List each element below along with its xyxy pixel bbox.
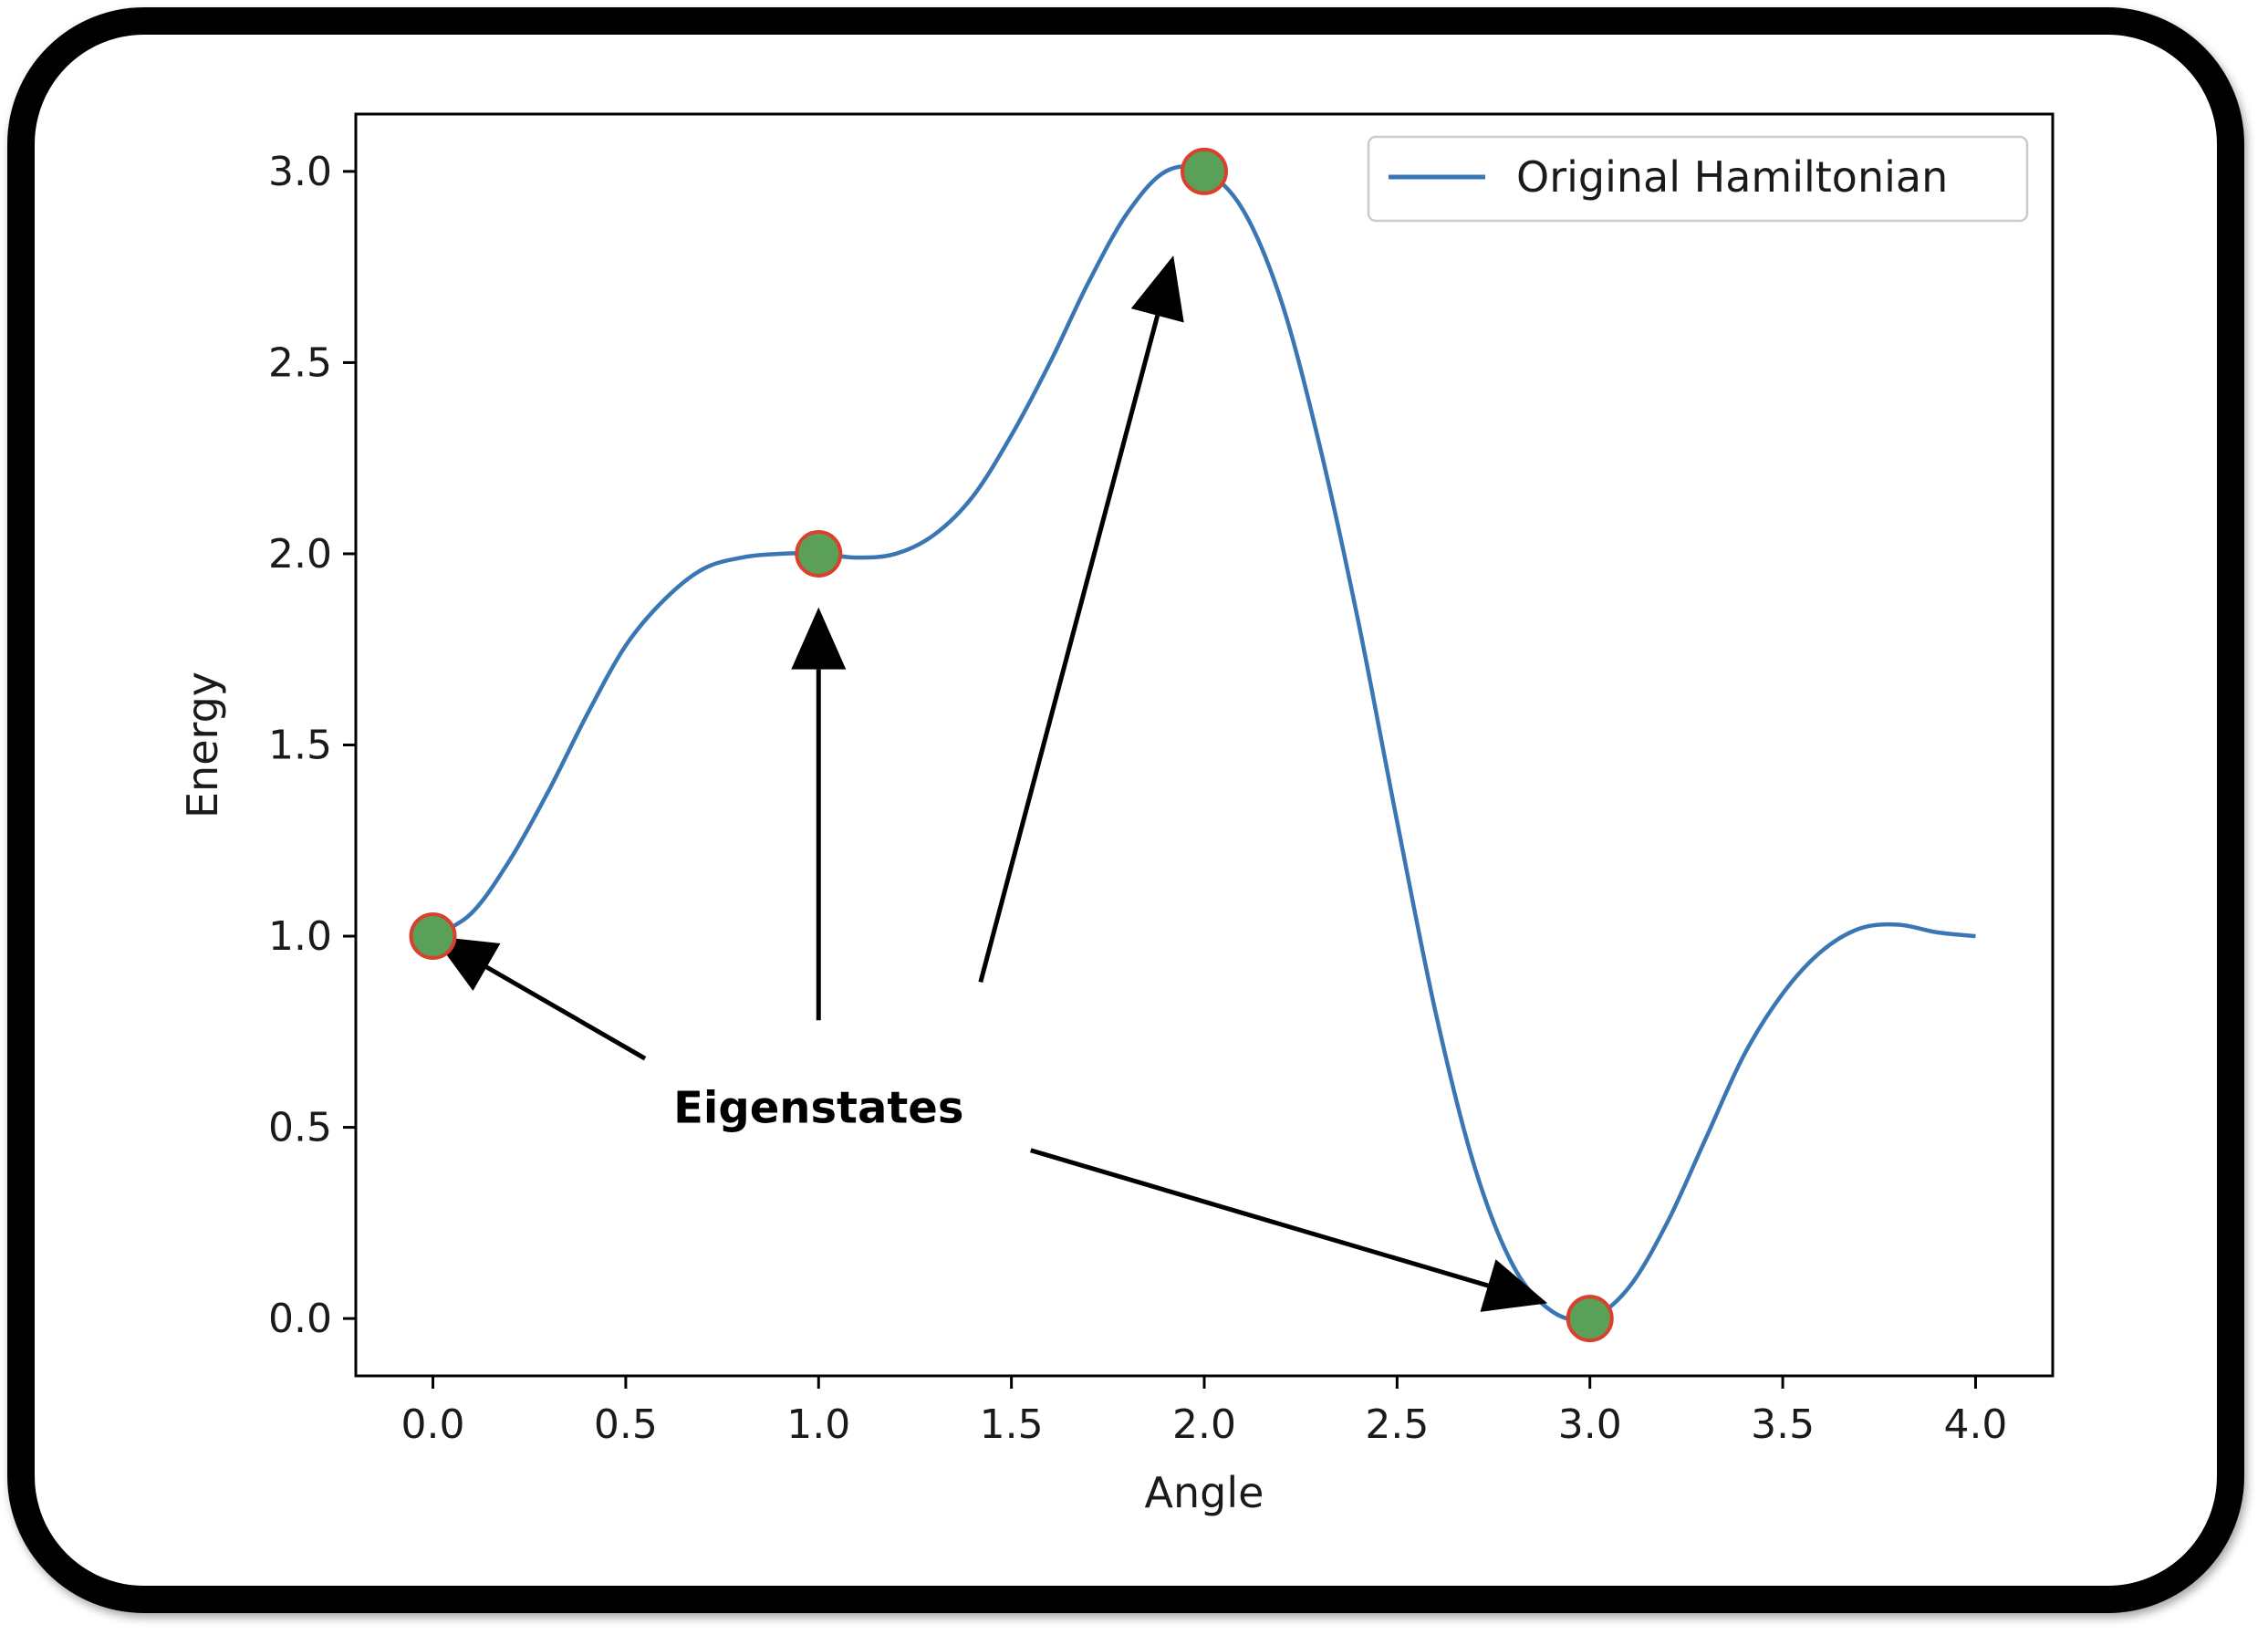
annotation-arrow-1 [432, 936, 647, 1061]
y-tick-label: 1.0 [268, 913, 332, 960]
eigenstate-marker-3 [1181, 147, 1228, 195]
legend-box [1367, 135, 2029, 223]
legend-entry-label: Original Hamiltonian [1516, 152, 1948, 202]
y-tick-label: 2.5 [268, 339, 332, 386]
annotation-arrow-3 [978, 255, 1184, 983]
x-tick-label: 2.0 [1172, 1401, 1236, 1448]
eigenstate-marker-2 [795, 529, 843, 578]
annotation-label: Eigenstates [673, 1083, 963, 1134]
x-tick-label: 0.5 [594, 1401, 658, 1448]
x-tick-label: 3.5 [1751, 1401, 1815, 1448]
series-line-original-hamiltonian [432, 164, 1976, 1323]
rounded-frame [7, 7, 2244, 1613]
y-tick-label: 1.5 [268, 723, 332, 769]
x-tick-label: 1.5 [980, 1401, 1044, 1448]
x-tick-label: 3.0 [1558, 1401, 1622, 1448]
annotation-arrow-4 [1030, 1148, 1548, 1312]
x-tick-label: 0.0 [401, 1401, 465, 1448]
x-axis-label: Angle [1145, 1468, 1264, 1517]
eigenstate-marker-1 [409, 912, 457, 961]
plot-area-frame [354, 112, 2055, 1378]
y-axis-label: Energy [178, 672, 227, 818]
legend: Original Hamiltonian [1367, 135, 2029, 223]
y-tick-label: 0.0 [268, 1296, 332, 1342]
eigenstate-marker-4 [1566, 1295, 1614, 1343]
x-tick-label: 1.0 [786, 1401, 850, 1448]
y-tick-label: 0.5 [268, 1105, 332, 1151]
x-tick-label: 4.0 [1943, 1401, 2007, 1448]
y-tick-label: 3.0 [268, 149, 332, 195]
annotation-arrow-2 [791, 607, 847, 1021]
x-tick-label: 2.5 [1365, 1401, 1429, 1448]
y-tick-label: 2.0 [268, 531, 332, 578]
